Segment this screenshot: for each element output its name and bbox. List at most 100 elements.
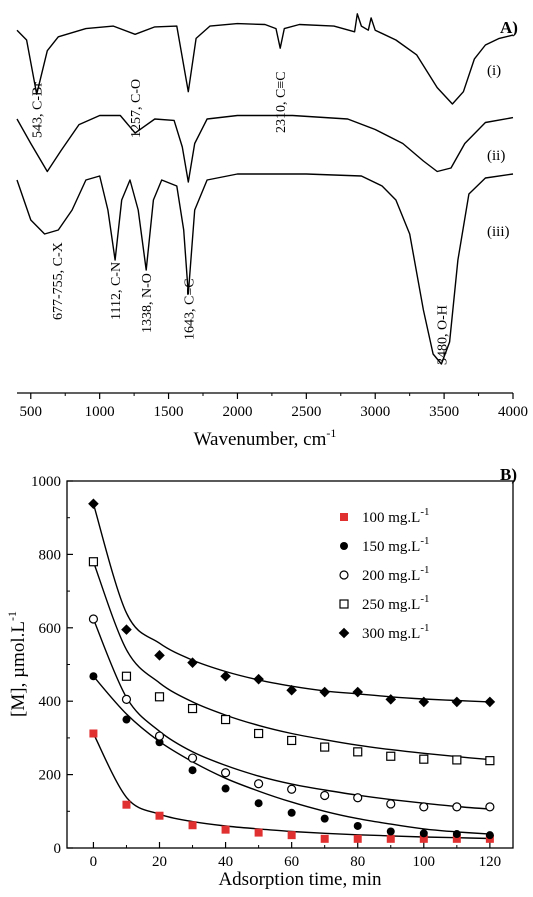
- data-point: [254, 728, 264, 739]
- data-point: [452, 834, 461, 843]
- data-point: [386, 827, 395, 836]
- data-point: [155, 738, 164, 747]
- ftir-x-tick-label: 1500: [154, 404, 184, 420]
- data-point: [418, 696, 430, 708]
- data-point: [121, 694, 132, 704]
- kinetics-y-tick-label: 200: [39, 768, 62, 784]
- kinetics-x-tick-label: 100: [413, 854, 436, 870]
- data-point: [187, 703, 198, 714]
- ftir-trace-3: [16, 173, 514, 365]
- data-point: [352, 686, 364, 698]
- data-point: [485, 802, 495, 812]
- data-point: [88, 557, 99, 567]
- data-point: [254, 828, 263, 837]
- data-point: [287, 735, 297, 746]
- data-point: [220, 670, 231, 682]
- data-point: [320, 790, 330, 801]
- data-point: [353, 821, 362, 830]
- data-point: [320, 742, 330, 752]
- legend-marker-4: [339, 599, 349, 609]
- kinetics-x-tick-label: 40: [218, 854, 233, 870]
- kinetics-x-tick-label: 20: [152, 854, 167, 870]
- data-point: [452, 830, 461, 839]
- fit-curve-3: [92, 618, 490, 810]
- data-point: [419, 834, 428, 843]
- ftir-trace-2: [16, 114, 514, 183]
- kinetics-x-tick-label: 60: [284, 854, 299, 870]
- data-point: [188, 821, 197, 830]
- ftir-traces: [16, 13, 514, 365]
- data-point: [419, 829, 428, 838]
- band-annotation: 677-755, C-X: [51, 242, 66, 320]
- kinetics-y-tick-label: 800: [39, 547, 62, 563]
- panel-label-a: A): [500, 18, 518, 37]
- ftir-x-tick-label: 3500: [429, 404, 459, 420]
- data-point: [386, 751, 396, 761]
- data-point: [122, 800, 131, 809]
- data-point: [484, 696, 496, 708]
- data-point: [187, 657, 198, 668]
- band-annotation: 1112, C-N: [109, 262, 124, 320]
- ftir-trace-label-1: (i): [487, 63, 501, 79]
- kinetics-x-ticks: 0 20 40 60 80 100 120: [90, 842, 501, 870]
- data-point: [451, 696, 463, 708]
- data-point: [154, 650, 165, 661]
- kinetics-data-points: [88, 498, 496, 843]
- kinetics-y-ticks: 0 200 400 600 800 1000: [31, 474, 73, 857]
- data-point: [320, 814, 329, 823]
- ftir-x-tick-label: 3000: [360, 404, 390, 420]
- band-annotation: 3480, O-H: [435, 305, 450, 365]
- data-point: [253, 673, 264, 685]
- ftir-spectra-panel: A) (i) (ii) (iii) 543, C-Br 1257, C-O 2310, …: [16, 13, 528, 450]
- data-point: [154, 692, 165, 702]
- data-point: [88, 614, 99, 624]
- data-point: [122, 715, 131, 724]
- legend-item-1: 100 mg.L-1: [362, 506, 430, 526]
- ftir-trace-label-3: (iii): [487, 224, 510, 240]
- ftir-trace-1: [16, 13, 514, 105]
- band-annotation: 543, C-Br: [31, 82, 46, 138]
- data-point: [121, 624, 132, 635]
- ftir-x-tick-label: 4000: [498, 404, 528, 420]
- data-point: [353, 793, 363, 803]
- data-point: [319, 686, 330, 698]
- band-annotation: 2310, C≡C: [274, 71, 289, 133]
- data-point: [485, 756, 495, 766]
- data-point: [89, 672, 98, 681]
- ftir-x-tick-label: 2000: [222, 404, 252, 420]
- kinetics-legend: 100 mg.L-1 150 mg.L-1 200 mg.L-1 250 mg.L-1…: [338, 506, 430, 642]
- data-point: [220, 714, 231, 725]
- data-point: [287, 831, 296, 840]
- ftir-band-annotations: 543, C-Br 1257, C-O 2310, C≡C 677-755, C-X 1…: [31, 71, 451, 365]
- ftir-x-ticks: 500 1000 1500 2000 2500 3000 3500 4000: [20, 393, 528, 420]
- ftir-x-tick-label: 500: [20, 404, 43, 420]
- kinetics-y-tick-label: 600: [39, 621, 62, 637]
- fit-curve-4: [92, 561, 490, 761]
- data-point: [188, 766, 197, 775]
- data-point: [353, 747, 363, 757]
- data-point: [155, 811, 164, 820]
- legend-item-4: 250 mg.L-1: [362, 593, 430, 613]
- panel-label-b: B): [500, 465, 517, 484]
- legend-item-3: 200 mg.L-1: [362, 564, 430, 584]
- data-point: [419, 754, 429, 764]
- data-point: [254, 779, 264, 789]
- data-point: [320, 834, 329, 843]
- band-annotation: 1643, C=C: [182, 278, 197, 340]
- data-point: [386, 799, 396, 809]
- data-point: [121, 671, 132, 681]
- data-point: [220, 768, 231, 778]
- data-point: [187, 753, 198, 763]
- ftir-trace-label-2: (ii): [487, 148, 505, 164]
- kinetics-y-tick-label: 400: [39, 694, 62, 710]
- data-point: [88, 498, 99, 510]
- band-annotation: 1338, N-O: [140, 273, 155, 333]
- legend-marker-1: [340, 513, 348, 521]
- kinetics-x-axis-title: Adsorption time, min: [218, 869, 382, 890]
- adsorption-kinetics-panel: B) 0 200 400 600 800 1000 0 20 40 60 80 100 120 100…: [5, 465, 517, 890]
- data-point: [154, 731, 165, 741]
- data-point: [221, 784, 230, 793]
- data-point: [452, 755, 462, 765]
- kinetics-y-tick-label: 1000: [31, 474, 61, 490]
- kinetics-x-tick-label: 80: [350, 854, 365, 870]
